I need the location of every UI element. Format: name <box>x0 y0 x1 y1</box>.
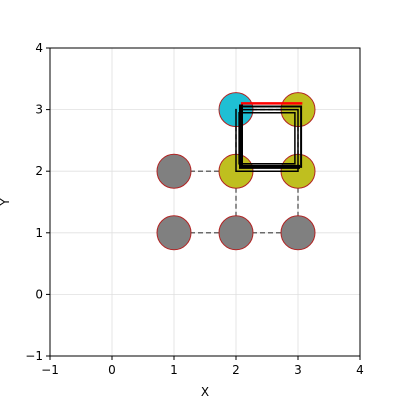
x-tick-label: 1 <box>170 363 178 377</box>
grid-layer <box>49 47 361 357</box>
path-line <box>238 111 296 165</box>
y-tick-label: 2 <box>35 164 43 178</box>
x-tick-label: 0 <box>108 363 116 377</box>
node-marker <box>280 215 316 251</box>
y-tick-label: 0 <box>35 287 43 301</box>
x-tick-label: 3 <box>294 363 302 377</box>
x-tick-label: −1 <box>41 363 59 377</box>
node-marker <box>156 215 192 251</box>
y-axis-label: Y <box>0 198 12 207</box>
x-axis-label: X <box>201 385 209 399</box>
x-tick-label: 2 <box>232 363 240 377</box>
node-marker <box>156 153 192 189</box>
y-tick-label: −1 <box>25 349 43 363</box>
x-tick-label: 4 <box>356 363 364 377</box>
node-marker <box>218 215 254 251</box>
path-line <box>240 105 303 168</box>
tick-layer: −1−1 0 0 1 1 2 2 3 3 4 4 <box>25 41 364 377</box>
y-tick-label: 3 <box>35 103 43 117</box>
y-tick-label: 4 <box>35 41 43 55</box>
plot-frame <box>49 47 361 357</box>
path-layer <box>235 102 303 172</box>
y-tick-label: 1 <box>35 226 43 240</box>
path-line <box>235 108 299 172</box>
